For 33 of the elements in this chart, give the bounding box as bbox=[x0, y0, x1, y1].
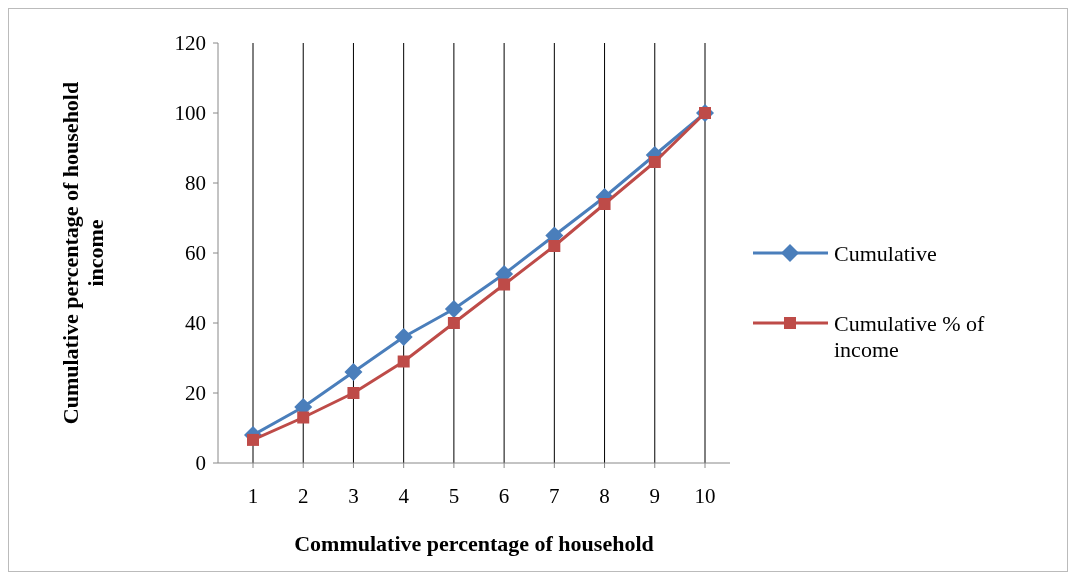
legend-label: Cumulative bbox=[834, 240, 937, 266]
point bbox=[648, 156, 661, 168]
y-tick-label: 100 bbox=[174, 101, 206, 126]
x-tick-label: 6 bbox=[498, 484, 510, 508]
point bbox=[297, 411, 310, 424]
point bbox=[247, 433, 259, 446]
x-tick-label: 7 bbox=[549, 484, 560, 508]
y-axis-title: Cumulative percentage of household income bbox=[58, 81, 109, 425]
x-tick-label: 1 bbox=[247, 484, 259, 508]
x-tick-label: 5 bbox=[448, 484, 460, 508]
y-tick-label: 20 bbox=[185, 381, 206, 406]
point bbox=[444, 300, 463, 318]
y-tick-label: 40 bbox=[185, 311, 206, 336]
point bbox=[548, 240, 561, 252]
y-tick-label: 120 bbox=[174, 31, 206, 56]
point bbox=[498, 278, 511, 291]
y-tick-label: 60 bbox=[185, 241, 206, 266]
point bbox=[344, 363, 363, 381]
legend-label: Cumulative % of income bbox=[834, 310, 985, 363]
point bbox=[598, 198, 611, 210]
y-tick-label: 0 bbox=[195, 451, 206, 476]
x-axis-title: Commulative percentage of household bbox=[294, 531, 654, 556]
point bbox=[347, 387, 360, 399]
point bbox=[394, 328, 413, 346]
x-tick-label: 8 bbox=[599, 484, 610, 508]
point bbox=[397, 355, 410, 368]
x-tick-label: 3 bbox=[348, 484, 359, 508]
x-tick-label: 2 bbox=[297, 484, 309, 508]
x-tick-label: 9 bbox=[649, 484, 661, 508]
x-tick-label: 4 bbox=[398, 484, 410, 508]
y-tick-label: 80 bbox=[185, 171, 206, 196]
x-tick-label: 10 bbox=[694, 484, 716, 508]
point bbox=[447, 317, 460, 329]
